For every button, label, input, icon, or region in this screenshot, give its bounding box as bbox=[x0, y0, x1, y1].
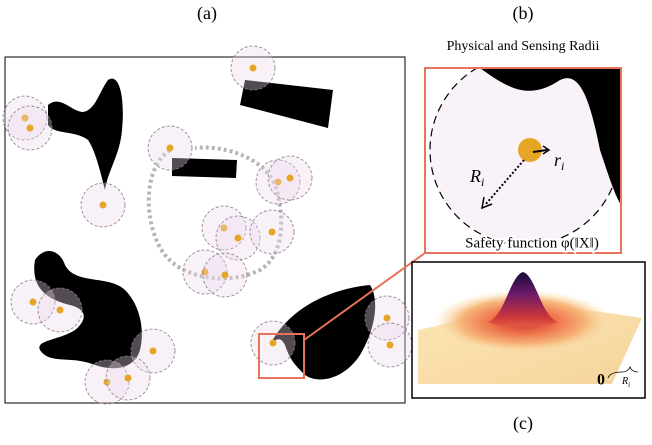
agent bbox=[100, 202, 107, 209]
agent bbox=[222, 272, 229, 279]
panel-c-title: Safety function φ(‖X‖) bbox=[465, 235, 599, 251]
subscript: i bbox=[481, 175, 484, 189]
subscript: i bbox=[628, 381, 630, 389]
label-a: (a) bbox=[197, 3, 217, 24]
agent bbox=[250, 65, 257, 72]
origin-label: 0 bbox=[597, 372, 605, 389]
subscript: i bbox=[561, 159, 564, 173]
agent bbox=[270, 340, 277, 347]
agent bbox=[125, 375, 132, 382]
panel-a bbox=[3, 46, 412, 404]
panel-b-title: Physical and Sensing Radii bbox=[447, 39, 600, 54]
label-c: (c) bbox=[513, 413, 533, 434]
agent bbox=[57, 307, 64, 314]
agent bbox=[387, 342, 394, 349]
label-b: (b) bbox=[513, 3, 534, 24]
agent bbox=[30, 299, 37, 306]
agent bbox=[518, 138, 542, 162]
symbol: R bbox=[469, 166, 481, 186]
agent bbox=[384, 315, 391, 322]
agent bbox=[150, 348, 157, 355]
agent bbox=[167, 145, 174, 152]
agent bbox=[27, 125, 34, 132]
agent bbox=[235, 235, 242, 242]
figure: (a) (b) (c) Physical and Sensing Radii r… bbox=[0, 0, 652, 445]
agent bbox=[269, 229, 276, 236]
agent bbox=[287, 175, 294, 182]
symbol: R bbox=[621, 376, 628, 387]
